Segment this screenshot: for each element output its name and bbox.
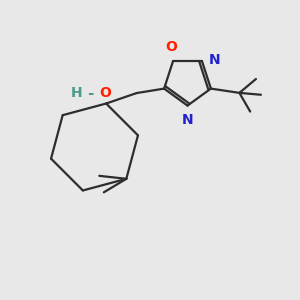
Text: O: O [99, 86, 111, 100]
Text: H: H [70, 86, 82, 100]
Text: O: O [166, 40, 178, 55]
Text: -: - [87, 85, 94, 100]
Text: N: N [208, 52, 220, 67]
Text: N: N [182, 113, 193, 127]
